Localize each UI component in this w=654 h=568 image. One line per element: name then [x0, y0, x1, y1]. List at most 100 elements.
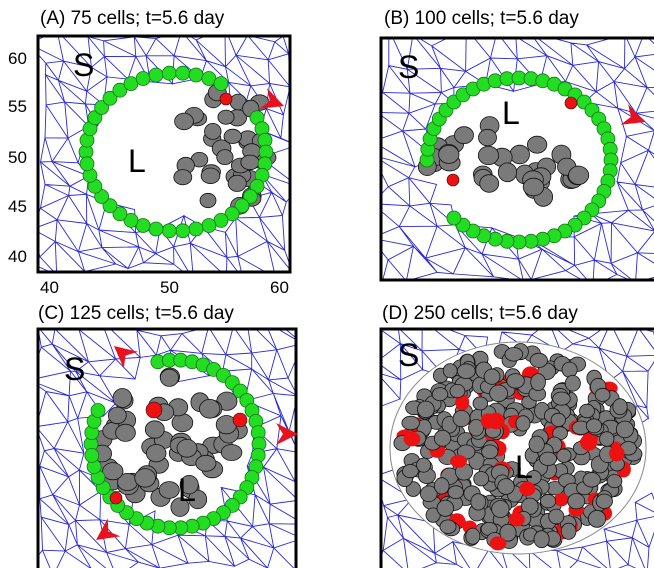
interior-cell	[552, 391, 571, 406]
panel-b-cells	[417, 70, 619, 250]
boundary-cell	[112, 82, 128, 98]
panel-a-title: (A) 75 cells; t=5.6 day	[40, 8, 225, 29]
arrowhead-shape	[114, 346, 138, 369]
interior-cell	[530, 373, 546, 392]
interior-cell	[438, 144, 460, 164]
boundary-cell	[87, 110, 103, 126]
panel-a-lumen-label: L	[128, 143, 146, 179]
y-tick-50: 50	[8, 148, 27, 167]
interior-cell	[497, 162, 518, 183]
panel-b: (B) 100 cells; t=5.6 day S L	[379, 8, 654, 282]
boundary-cell	[249, 178, 265, 194]
interior-cell	[539, 494, 557, 509]
boundary-cell	[79, 156, 95, 172]
interior-cell	[606, 474, 623, 489]
arrowhead-shape	[276, 423, 298, 445]
apoptotic-cell	[519, 481, 536, 496]
boundary-cell	[102, 90, 118, 106]
interior-cell	[468, 419, 485, 437]
interior-cell	[526, 135, 548, 154]
interior-cell	[533, 530, 550, 549]
panel-d-cells	[389, 341, 647, 555]
apoptotic-cell	[489, 536, 507, 551]
interior-cell	[416, 400, 435, 419]
interior-cell	[416, 457, 432, 473]
boundary-cell	[224, 206, 240, 222]
interior-cell	[504, 347, 524, 362]
interior-cell	[112, 388, 133, 408]
interior-cell	[199, 192, 217, 209]
interior-cell	[227, 174, 247, 192]
interior-cell	[582, 472, 601, 488]
interior-cell	[526, 470, 542, 485]
panel-c-frame	[36, 327, 298, 568]
interior-cell	[217, 109, 235, 125]
panel-d-title: (D) 250 cells; t=5.6 day	[382, 303, 578, 324]
interior-cell	[470, 493, 487, 511]
boundary-cell	[201, 218, 217, 233]
boundary-cell	[188, 67, 204, 83]
boundary-cell	[161, 223, 177, 239]
interior-cell	[449, 383, 466, 399]
interior-cell	[561, 361, 578, 378]
boundary-cell	[175, 65, 191, 81]
interior-cell	[171, 413, 194, 433]
interior-cell	[528, 435, 545, 454]
interior-cell	[431, 387, 449, 402]
interior-cell	[144, 420, 165, 439]
boundary-cell	[135, 71, 151, 86]
boundary-cell	[112, 206, 128, 222]
interior-cell	[159, 368, 179, 387]
interior-cell	[489, 384, 509, 403]
interior-cell	[472, 396, 489, 411]
x-tick-40: 40	[40, 278, 59, 297]
boundary-cell	[148, 67, 164, 83]
boundary-cell	[234, 198, 250, 214]
y-tick-55: 55	[8, 97, 27, 116]
interior-cell	[173, 169, 193, 186]
interior-cell	[145, 444, 167, 463]
boundary-cell	[242, 189, 258, 204]
panel-a-stroma-label: S	[73, 47, 94, 83]
y-tick-40: 40	[8, 247, 27, 266]
x-tick-50: 50	[160, 278, 179, 297]
panel-d-lumen-label: L	[515, 449, 533, 485]
boundary-cell	[213, 76, 229, 91]
panel-a-frame	[36, 34, 292, 274]
apoptotic-cell	[403, 431, 421, 447]
apoptotic-cell	[450, 454, 467, 468]
interior-cell	[195, 454, 217, 472]
interior-cell	[612, 398, 628, 416]
arrowhead-shape	[620, 104, 645, 125]
apoptotic-cell	[564, 96, 578, 110]
interior-cell	[477, 145, 500, 165]
interior-cell	[419, 485, 438, 503]
panel-d: (D) 250 cells; t=5.6 day S L	[379, 303, 654, 568]
apoptotic-cell	[553, 493, 569, 507]
interior-cell	[491, 500, 510, 518]
interior-cell	[115, 423, 136, 442]
interior-cell	[509, 144, 530, 165]
x-tick-60: 60	[270, 278, 289, 297]
boundary-cell	[84, 447, 100, 463]
interior-cell	[199, 398, 221, 419]
interior-cell	[529, 352, 548, 368]
interior-cell	[560, 522, 577, 540]
interior-cell	[465, 527, 481, 545]
boundary-cell	[123, 212, 139, 228]
panel-b-frame	[379, 36, 654, 282]
panel-b-stroma-label: S	[398, 49, 419, 85]
panel-b-title: (B) 100 cells; t=5.6 day	[384, 8, 579, 29]
interior-cell	[107, 406, 127, 425]
interior-cell	[240, 154, 260, 171]
apoptotic-cell	[508, 512, 525, 527]
interior-cell	[425, 507, 441, 523]
interior-cell	[134, 468, 156, 488]
interior-cell	[216, 149, 234, 166]
interior-cell	[585, 418, 603, 434]
panel-c-title: (C) 125 cells; t=5.6 day	[38, 303, 234, 324]
boundary-cell	[90, 403, 106, 418]
interior-cell	[599, 431, 615, 447]
panel-a: (A) 75 cells; t=5.6 day S L 60 55 50 45 …	[8, 8, 292, 297]
panel-b-lumen-label: L	[502, 95, 520, 131]
